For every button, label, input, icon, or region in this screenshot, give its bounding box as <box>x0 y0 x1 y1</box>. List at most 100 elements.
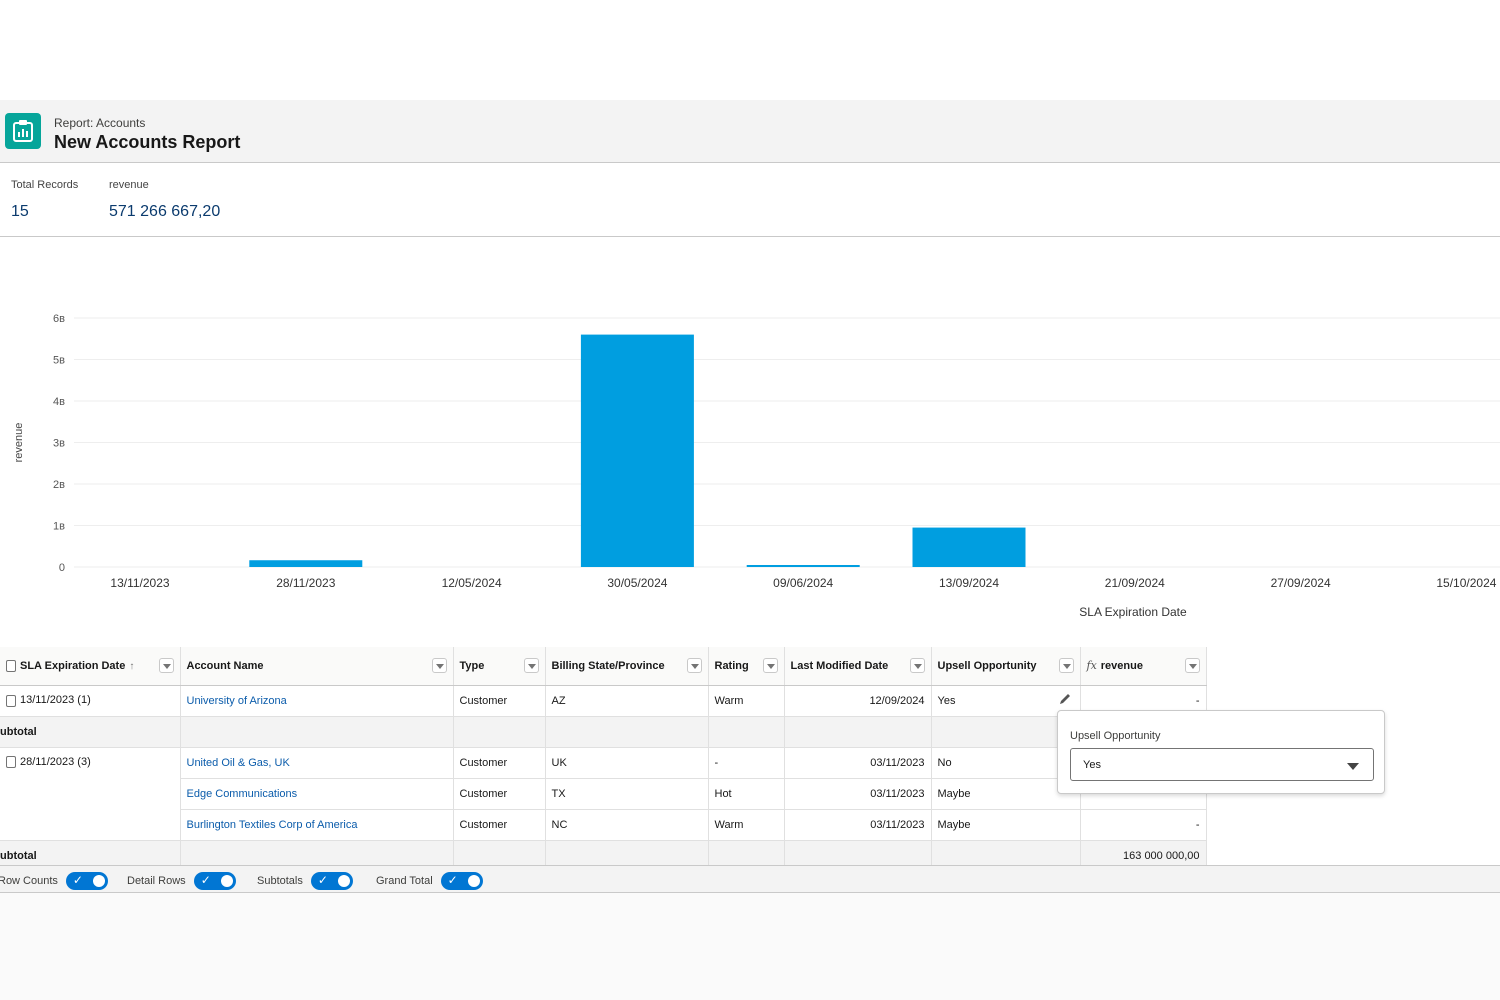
col-account-name[interactable]: Account Name <box>180 647 454 686</box>
column-menu-icon[interactable] <box>523 658 539 674</box>
detail-rows-toggle[interactable]: ✓ <box>193 872 236 890</box>
type-cell: Customer <box>453 747 546 779</box>
y-axis-label: revenue <box>13 423 25 463</box>
revenue-summary-label: revenue <box>109 179 149 191</box>
total-records-block: Total Records 15 <box>11 179 78 221</box>
state-cell: NC <box>545 809 709 841</box>
report-table: SLA Expiration Date ↑ Account Name Type B… <box>0 647 1500 865</box>
detail-rows-toggle-group: Detail Rows ✓ <box>127 872 236 890</box>
account-name-link[interactable]: University of Arizona <box>180 685 454 717</box>
formula-icon: fx <box>1086 659 1097 673</box>
subtotals-toggle-group: Subtotals ✓ <box>257 872 353 890</box>
y-tick-label: 6в <box>53 313 65 325</box>
account-name-link[interactable]: United Oil & Gas, UK <box>180 747 454 779</box>
report-summary: Total Records 15 revenue 571 266 667,20 <box>0 163 1500 237</box>
bar <box>746 565 860 567</box>
modified-cell: 03/11/2023 <box>784 809 932 841</box>
col-sla-expiration-date[interactable]: SLA Expiration Date ↑ <box>0 647 181 686</box>
upsell-cell[interactable]: Maybe <box>931 809 1081 841</box>
col-last-modified-date[interactable]: Last Modified Date <box>784 647 932 686</box>
inline-edit-popover: Upsell Opportunity Yes <box>1057 710 1385 794</box>
report-type-label: Report: Accounts <box>54 116 146 130</box>
check-icon: ✓ <box>317 873 328 887</box>
subtotal-row: ubtotal 163 000 000,00 <box>0 840 1207 865</box>
bar <box>912 527 1026 567</box>
chevron-down-icon <box>1347 763 1359 770</box>
state-cell: TX <box>545 778 709 810</box>
modified-cell: 12/09/2024 <box>784 685 932 717</box>
x-tick-label: 30/05/2024 <box>607 576 667 590</box>
report-icon <box>5 113 41 149</box>
group-cell[interactable]: 13/11/2023 (1) <box>0 685 181 717</box>
rating-cell: - <box>708 747 785 779</box>
state-cell: AZ <box>545 685 709 717</box>
group-cell[interactable]: 28/11/2023 (3) <box>0 747 181 841</box>
col-label: Upsell Opportunity <box>937 659 1037 672</box>
column-menu-icon[interactable] <box>762 658 778 674</box>
subtotals-toggle[interactable]: ✓ <box>310 872 353 890</box>
col-label: Account Name <box>186 659 264 672</box>
empty-area <box>0 893 1500 1000</box>
table-header-row: SLA Expiration Date ↑ Account Name Type B… <box>0 647 1207 686</box>
col-revenue[interactable]: fx revenue <box>1080 647 1207 686</box>
revenue-summary-block: revenue 571 266 667,20 <box>109 179 220 221</box>
page-title: New Accounts Report <box>54 132 241 152</box>
grand-total-toggle[interactable]: ✓ <box>440 872 483 890</box>
report-header: Report: Accounts New Accounts Report <box>0 100 1500 163</box>
type-cell: Customer <box>453 778 546 810</box>
row-counts-toggle-group: Row Counts ✓ <box>0 872 108 890</box>
row-checkbox[interactable] <box>6 694 16 707</box>
subtotal-label: ubtotal <box>0 840 181 865</box>
type-cell: Customer <box>453 685 546 717</box>
col-upsell-opportunity[interactable]: Upsell Opportunity <box>931 647 1081 686</box>
check-icon: ✓ <box>72 873 83 887</box>
detail-rows-label: Detail Rows <box>127 875 186 887</box>
y-tick-label: 3в <box>53 438 65 450</box>
sort-ascending-icon[interactable]: ↑ <box>129 660 135 672</box>
rating-cell: Hot <box>708 778 785 810</box>
account-name-link[interactable]: Edge Communications <box>180 778 454 810</box>
account-name-link[interactable]: Burlington Textiles Corp of America <box>180 809 454 841</box>
table-row: Edge Communications Customer TX Hot 03/1… <box>0 778 1207 810</box>
column-menu-icon[interactable] <box>1058 658 1074 674</box>
modified-cell: 03/11/2023 <box>784 747 932 779</box>
table-row: 28/11/2023 (3) United Oil & Gas, UK Cust… <box>0 747 1207 841</box>
check-icon: ✓ <box>200 873 211 887</box>
subtotal-row: ubtotal <box>0 716 1207 748</box>
y-tick-label: 2в <box>53 479 65 491</box>
col-label: SLA Expiration Date <box>20 659 126 672</box>
upsell-cell[interactable]: Yes <box>931 685 1081 717</box>
upsell-select-value: Yes <box>1083 759 1101 771</box>
x-tick-label: 28/11/2023 <box>276 576 335 590</box>
upsell-select[interactable]: Yes <box>1070 748 1374 781</box>
column-menu-icon[interactable] <box>158 658 174 674</box>
select-all-checkbox[interactable] <box>6 659 16 672</box>
col-billing-state[interactable]: Billing State/Province <box>545 647 709 686</box>
column-menu-icon[interactable] <box>686 658 702 674</box>
col-rating[interactable]: Rating <box>708 647 785 686</box>
total-records-label: Total Records <box>11 179 79 191</box>
column-menu-icon[interactable] <box>431 658 447 674</box>
y-tick-label: 4в <box>53 396 65 408</box>
col-type[interactable]: Type <box>453 647 546 686</box>
type-cell: Customer <box>453 809 546 841</box>
bar-chart: 0 1в 2в 3в 4в 5в 6в revenue 13/11/2023 28/11/2023… <box>13 313 1500 619</box>
state-cell: UK <box>545 747 709 779</box>
total-records-value: 15 <box>11 203 29 220</box>
x-tick-label: 09/06/2024 <box>773 576 833 590</box>
subtotal-label: ubtotal <box>0 716 181 748</box>
column-menu-icon[interactable] <box>909 658 925 674</box>
column-menu-icon[interactable] <box>1184 658 1200 674</box>
x-tick-label: 13/11/2023 <box>110 576 169 590</box>
col-label: Type <box>459 659 485 672</box>
x-tick-label: 27/09/2024 <box>1271 576 1331 590</box>
row-checkbox[interactable] <box>6 755 16 768</box>
y-tick-label: 1в <box>53 521 65 533</box>
row-counts-label: Row Counts <box>0 875 58 887</box>
y-tick-label: 0 <box>59 562 65 574</box>
upsell-cell[interactable]: No <box>931 747 1081 779</box>
edit-pencil-icon[interactable] <box>1058 692 1072 706</box>
table-row: Burlington Textiles Corp of America Cust… <box>0 809 1207 841</box>
upsell-cell[interactable]: Maybe <box>931 778 1081 810</box>
row-counts-toggle[interactable]: ✓ <box>65 872 108 890</box>
